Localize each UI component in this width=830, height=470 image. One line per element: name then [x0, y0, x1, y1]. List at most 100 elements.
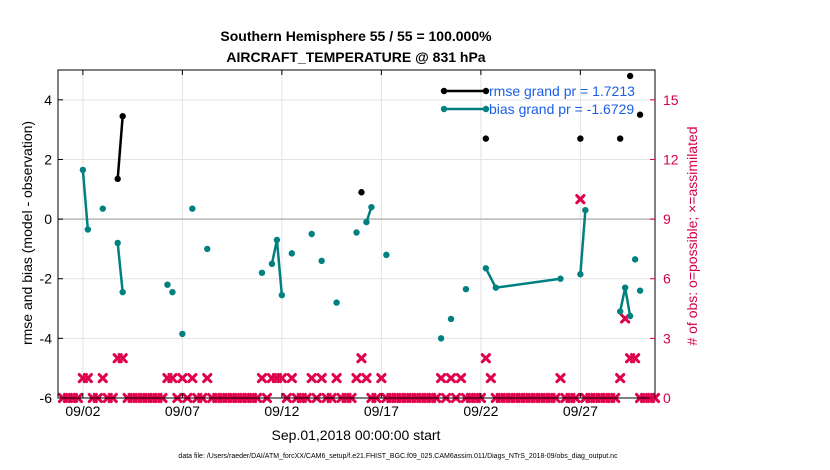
bias-point-25	[482, 265, 490, 272]
rmse-point-1	[119, 113, 126, 120]
obs-count-marker-stroke-b	[117, 353, 128, 364]
legend-bias-marker-right	[482, 105, 490, 113]
bias-segment-7	[579, 210, 587, 275]
obs-count-marker	[177, 373, 188, 384]
obs-count-marker-stroke-b	[306, 373, 317, 384]
obs-count-marker	[480, 353, 491, 364]
obs-count-marker-stroke-b	[455, 373, 467, 384]
obs-count-marker	[435, 373, 447, 384]
y-tick-label-1: -4	[40, 330, 53, 346]
rmse-point-5	[616, 135, 624, 142]
obs-count-marker-stroke-b	[177, 373, 188, 384]
bias-point-13	[278, 291, 286, 299]
y2-tick-label-2: 6	[663, 271, 671, 287]
y-tick-label-2: -2	[40, 271, 53, 287]
obs-count-marker-stroke-b	[286, 373, 297, 384]
obs-count-marker-stroke-b	[445, 373, 457, 384]
obs-count-marker-stroke-b	[256, 373, 268, 384]
y-axis-label: rmse and bias (model - observation)	[19, 121, 35, 345]
obs-count-marker-stroke-b	[97, 373, 108, 384]
x-tick-label-4: 09/22	[463, 403, 498, 419]
bias-point-34	[636, 287, 644, 294]
x-axis-label: Sep.01,2018 00:00:00 start	[272, 427, 441, 443]
x-tick-label-0: 09/02	[65, 403, 100, 419]
y-tick-label-5: 4	[44, 92, 52, 108]
bias-point-12	[273, 236, 281, 244]
bias-point-19	[363, 218, 370, 226]
bias-segment-1	[116, 242, 124, 293]
obs-count-marker	[82, 373, 93, 384]
bias-point-7	[179, 330, 186, 338]
obs-count-marker	[351, 373, 362, 384]
obs-count-marker-stroke-b	[376, 373, 387, 384]
obs-count-marker-stroke-b	[630, 353, 641, 364]
obs-count-marker	[376, 373, 387, 384]
bias-point-18	[353, 229, 360, 236]
obs-count-marker	[445, 373, 457, 384]
obs-count-marker	[555, 373, 566, 384]
obs-count-marker	[276, 373, 287, 384]
rmse-point-0	[114, 175, 121, 183]
chart-title: Southern Hemisphere 55 / 55 = 100.000%	[220, 28, 492, 44]
rmse-point-6	[626, 72, 634, 80]
bias-segment-0	[81, 169, 90, 230]
bias-point-33	[631, 256, 639, 263]
x-tick-label-2: 09/12	[264, 403, 299, 419]
bias-point-26	[492, 284, 499, 291]
obs-count-marker	[97, 373, 108, 384]
obs-count-marker-stroke-b	[480, 353, 491, 364]
chart-subtitle: AIRCRAFT_TEMPERATURE @ 831 hPa	[226, 49, 485, 65]
obs-count-marker	[331, 373, 342, 384]
obs-count-marker	[286, 373, 297, 384]
series-layer	[79, 72, 644, 342]
obs-count-marker-stroke-b	[615, 373, 626, 384]
obs-count-marker	[356, 353, 367, 364]
obs-count-marker-stroke-b	[187, 373, 198, 384]
bias-series	[79, 166, 644, 342]
bias-segment-6	[495, 277, 561, 289]
legend: rmse grand pr = 1.7213 bias grand pr = -…	[440, 83, 635, 117]
bias-point-32	[626, 312, 634, 320]
bias-point-31	[621, 284, 629, 291]
bias-point-27	[557, 275, 564, 282]
obs-count-marker-stroke-b	[485, 373, 496, 384]
rmse-series	[114, 72, 644, 196]
bias-point-1	[84, 226, 92, 233]
bias-point-15	[308, 230, 315, 238]
bias-point-11	[268, 260, 276, 268]
obs-count-markers	[57, 194, 661, 404]
bias-point-2	[99, 205, 106, 212]
bias-point-14	[288, 250, 296, 257]
y2-tick-label-4: 12	[663, 151, 679, 167]
bias-point-0	[79, 166, 87, 174]
y-tick-label-3: 0	[44, 211, 52, 227]
bias-point-22	[437, 335, 445, 342]
y2-axis-label: # of obs: o=possible; ×=assimilated	[684, 126, 700, 345]
bias-segment-8	[618, 287, 627, 312]
obs-count-marker	[202, 373, 213, 384]
y2-tick-label-5: 15	[663, 92, 679, 108]
obs-count-marker	[117, 353, 128, 364]
x-tick-label-1: 09/07	[165, 403, 200, 419]
obs-count-marker	[167, 373, 178, 384]
obs-count-marker-stroke-b	[361, 373, 372, 384]
obs-count-marker	[316, 373, 327, 384]
obs-count-marker-stroke-b	[435, 373, 447, 384]
bias-segment-5	[484, 267, 497, 289]
obs-count-marker	[630, 353, 641, 364]
bias-point-6	[169, 288, 176, 296]
bias-point-20	[368, 203, 375, 211]
obs-count-marker	[575, 194, 586, 205]
obs-count-marker	[455, 373, 467, 384]
obs-count-marker	[187, 373, 198, 384]
bias-point-24	[462, 285, 470, 293]
bias-segment-9	[623, 287, 632, 317]
x-tick-label-3: 09/17	[364, 403, 399, 419]
bias-point-16	[318, 257, 325, 265]
obs-count-marker-stroke-b	[202, 373, 213, 384]
legend-bias-label: bias grand pr = -1.6729	[489, 101, 634, 117]
obs-count-marker-stroke-b	[82, 373, 93, 384]
obs-count-marker-stroke-b	[316, 373, 327, 384]
bias-point-5	[164, 281, 171, 288]
